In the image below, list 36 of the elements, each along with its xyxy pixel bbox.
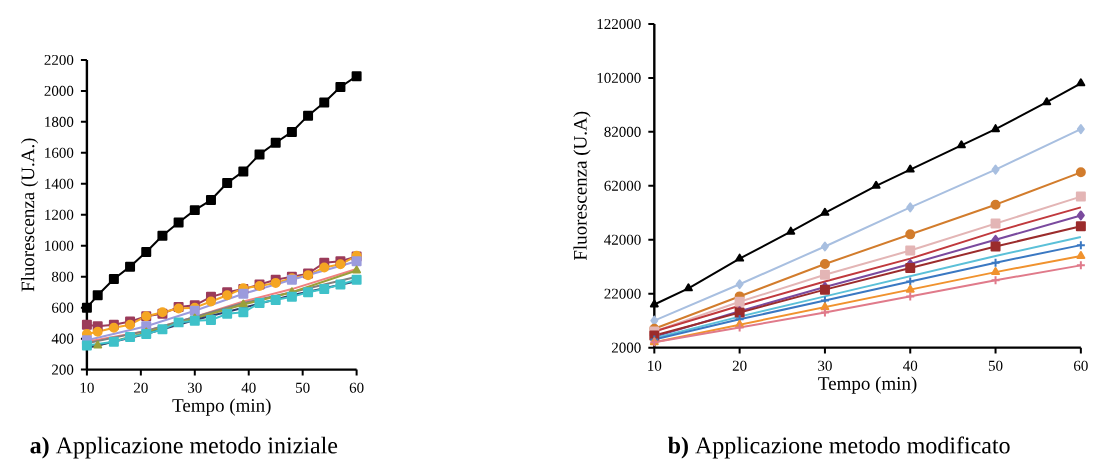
x-tick-label: 20 [732,360,747,372]
y-tick-label: 1600 [45,148,74,159]
y-tick-label: 800 [51,271,74,283]
y-tick-label: 62000 [604,180,641,192]
x-tick-label: 50 [296,382,310,394]
x-tick-label: 30 [188,382,202,394]
y-tick-label: 2000 [44,86,74,97]
x-tick-label: 50 [988,360,1003,372]
y-tick-label: 1800 [45,117,74,128]
y-tick-label: 1000 [45,240,74,252]
x-axis-title: Tempo (min) [172,398,271,416]
y-tick-label: 82000 [604,127,641,138]
text: b) Applicazione metodo modificato [668,436,1010,459]
y-tick-label: 2000 [611,342,641,353]
x-tick-label: 60 [1074,360,1088,372]
x-tick-label: 10 [648,360,662,372]
x-tick-label: 40 [903,360,918,372]
x-tick-label: 10 [80,382,94,394]
x-axis-title: Tempo (min) [818,376,917,394]
text: a) Applicazione metodo iniziale [30,436,338,459]
x-tick-label: 20 [134,382,148,394]
y-tick-label: 200 [52,364,74,375]
y-tick-label: 1400 [45,179,74,190]
y-tick-label: 42000 [604,234,641,246]
x-tick-label: 30 [818,360,832,372]
y-tick-label: 600 [52,302,74,313]
x-tick-label: 40 [241,382,256,394]
x-tick-label: 60 [349,382,364,394]
y-tick-label: 2200 [44,55,74,66]
y-tick-label: 1200 [45,209,74,221]
y-tick-label: 400 [51,333,74,344]
y-tick-label: 22000 [604,288,641,299]
y-tick-label: 122000 [597,19,641,30]
y-tick-label: 102000 [597,73,641,84]
y-axis-title: Fluorescenza (U.A.) [20,138,39,292]
y-axis-title: Fluorescenza (U.A) [573,112,591,261]
